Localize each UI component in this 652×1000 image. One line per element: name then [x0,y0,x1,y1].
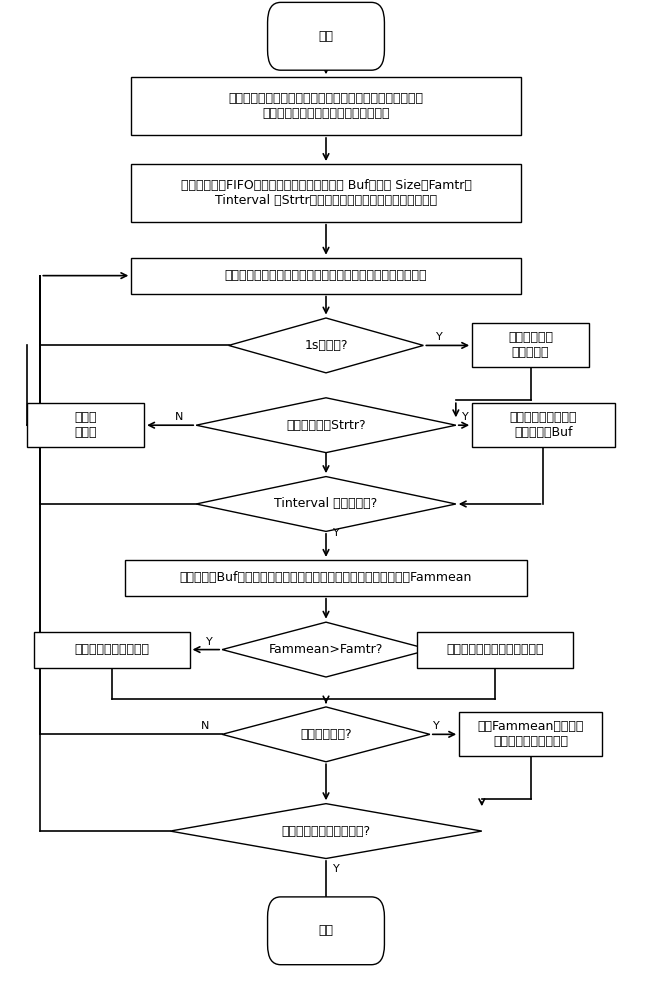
Text: 测试题目完成?: 测试题目完成? [300,728,352,741]
Bar [131,258,521,294]
Text: N: N [175,412,183,422]
Text: 结束: 结束 [318,924,334,937]
Bar [131,164,521,222]
Text: 用户选择测试内容，移动终端随机给用户呈现相关的测试题目: 用户选择测试内容，移动终端随机给用户呈现相关的测试题目 [225,269,427,282]
Bar [125,560,527,596]
Polygon shape [170,804,482,859]
Text: Y: Y [333,864,339,874]
Polygon shape [196,398,456,453]
Bar [417,632,572,668]
FancyBboxPatch shape [267,897,385,965]
Text: 初始化脑机接口设备，通过蓝牙建立脑机接口设备和移动终
端通信，用户定制脑疲劳时的休息方式: 初始化脑机接口设备，通过蓝牙建立脑机接口设备和移动终 端通信，用户定制脑疲劳时的… [228,92,424,120]
Text: 丢弃该
数据包: 丢弃该 数据包 [74,411,97,439]
Text: 移动终端建立FIFO模型的脑电数据存储缓冲区 Buf，设定 Size、Famtr、
Tinterval 、Strtr参数值，初始化移动终端上的学习应用: 移动终端建立FIFO模型的脑电数据存储缓冲区 Buf，设定 Size、Famtr… [181,179,471,207]
Text: N: N [201,721,209,731]
Bar [27,403,144,447]
Bar [472,403,615,447]
Polygon shape [229,318,423,373]
Text: Fammean>Famtr?: Fammean>Famtr? [269,643,383,656]
Bar [459,712,602,756]
Bar [472,323,589,367]
Polygon shape [222,707,430,762]
Polygon shape [222,622,430,677]
Text: 开始: 开始 [318,30,334,43]
Text: 记录相应的题目提醒用户学习: 记录相应的题目提醒用户学习 [446,643,544,656]
Text: Y: Y [436,332,443,342]
Bar [131,77,521,135]
Text: 1s时间到?: 1s时间到? [304,339,348,352]
Text: 根据Fammean绘制用户
这次测试的熟悉度曲线: 根据Fammean绘制用户 这次测试的熟悉度曲线 [477,720,584,748]
Polygon shape [196,477,456,531]
Text: Y: Y [205,637,213,647]
Text: Y: Y [333,528,339,538]
Bar [34,632,190,668]
Text: Tinterval 间隔时间到?: Tinterval 间隔时间到? [274,497,378,510]
Text: 信号质量大于Strtr?: 信号质量大于Strtr? [286,419,366,432]
Text: 移动终端对Buf中的用户熟悉度值进行处理，得到用户对相应题目的Fammean: 移动终端对Buf中的用户熟悉度值进行处理，得到用户对相应题目的Fammean [180,571,472,584]
FancyBboxPatch shape [267,2,385,70]
Text: 达到了对所学知识的掌握?: 达到了对所学知识的掌握? [282,825,370,838]
Text: Y: Y [433,721,440,731]
Text: 提取数据包中的熟悉
度数据放至Buf: 提取数据包中的熟悉 度数据放至Buf [510,411,577,439]
Text: 对用户给予相应的奖励: 对用户给予相应的奖励 [74,643,149,656]
Text: Y: Y [462,412,469,422]
Text: 移动终端读取
脑电数据包: 移动终端读取 脑电数据包 [508,331,553,359]
